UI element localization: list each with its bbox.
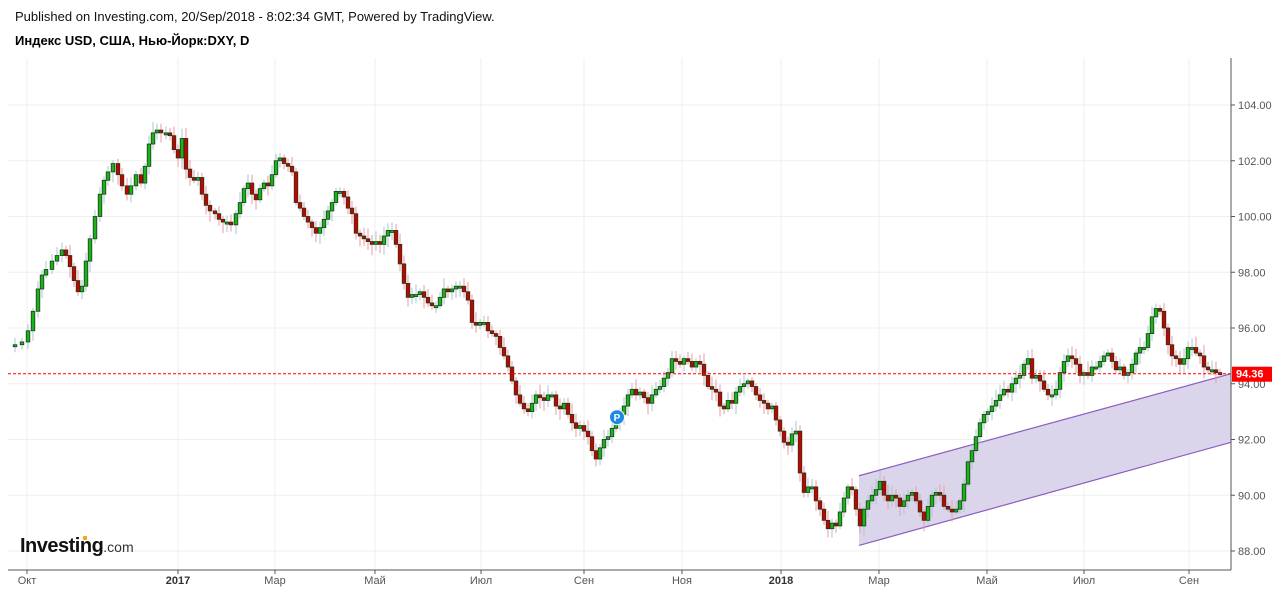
- price-tick-label: 98.00: [1238, 267, 1266, 279]
- time-tick-label: Май: [976, 575, 998, 587]
- time-tick-label: Ноя: [672, 575, 692, 587]
- logo-text: Investing: [20, 535, 104, 557]
- time-tick-label: Май: [364, 575, 386, 587]
- price-tick-label: 96.00: [1238, 323, 1266, 335]
- last-price-badge: 94.36: [1232, 366, 1272, 382]
- chart-title: Индекс USD, США, Нью-Йорк:DXY, D: [15, 33, 250, 48]
- price-tick-label: 90.00: [1238, 490, 1266, 502]
- price-tick-label: 88.00: [1238, 546, 1266, 558]
- axes: [8, 58, 1232, 571]
- logo-suffix: .com: [103, 539, 134, 555]
- time-tick-label: Мар: [264, 575, 286, 587]
- investing-logo: Investing.com: [20, 535, 134, 558]
- time-tick-label: Окт: [18, 575, 37, 587]
- time-tick-label: Сен: [1179, 575, 1199, 587]
- logo-dot-icon: [83, 536, 87, 540]
- time-tick-label: 2017: [166, 575, 190, 587]
- p-marker-icon[interactable]: P: [609, 409, 625, 426]
- time-tick-label: 2018: [769, 575, 793, 587]
- svg-text:P: P: [614, 413, 621, 424]
- price-tick-label: 102.00: [1238, 156, 1272, 168]
- price-tick-label: 104.00: [1238, 100, 1272, 112]
- price-tick-label: 94.00: [1238, 379, 1266, 391]
- price-axis[interactable]: 104.00 102.00 100.00 98.00 96.00 94.00 92.00 90…: [1231, 100, 1272, 558]
- time-tick-label: Мар: [868, 575, 890, 587]
- price-tick-label: 92.00: [1238, 435, 1266, 447]
- trend-channel[interactable]: [858, 373, 1232, 547]
- time-tick-label: Июл: [470, 575, 492, 587]
- published-caption: Published on Investing.com, 20/Sep/2018 …: [15, 9, 495, 24]
- time-tick-label: Сен: [574, 575, 594, 587]
- time-axis[interactable]: Окт 2017 Мар Май Июл Сен Ноя 2018 Мар Май Июл Сен: [18, 570, 1199, 587]
- time-tick-label: Июл: [1073, 575, 1095, 587]
- svg-text:94.36: 94.36: [1236, 369, 1264, 381]
- price-tick-label: 100.00: [1238, 212, 1272, 224]
